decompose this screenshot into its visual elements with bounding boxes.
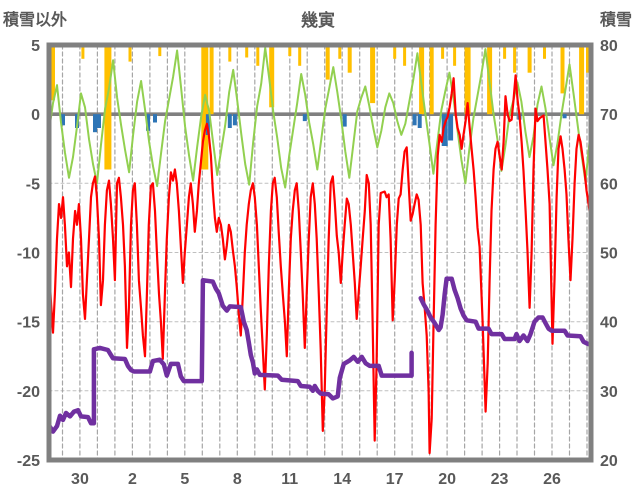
sunshine-bar [256, 45, 260, 66]
x-axis-tick-label: 11 [281, 471, 298, 488]
precip-bar [97, 114, 101, 128]
right-axis-tick-label: 80 [600, 38, 618, 55]
x-axis-tick-label: 5 [180, 471, 189, 488]
x-axis-tick-label: 2 [128, 471, 137, 488]
sunshine-bar [51, 45, 55, 101]
right-axis-tick-label: 40 [600, 315, 618, 332]
x-axis-tick-label: 14 [333, 471, 351, 488]
sunshine-bar [158, 45, 162, 57]
x-axis-tick-label: 30 [71, 471, 89, 488]
sunshine-bar [228, 45, 232, 62]
left-axis-tick-label: -15 [17, 315, 40, 332]
x-axis-tick-label: 20 [438, 471, 456, 488]
sunshine-bar [370, 45, 376, 104]
sunshine-bar [201, 45, 209, 170]
sunshine-bar [579, 45, 585, 115]
sunshine-bar [464, 45, 471, 115]
chart-title: 幾寅 [301, 11, 335, 30]
left-axis-title: 積雪以外 [3, 12, 68, 29]
snow-depth-line-seg2 [418, 276, 592, 347]
sunshine-bar [513, 45, 517, 73]
left-axis-tick-label: -5 [26, 176, 40, 193]
sunshine-bar [527, 45, 532, 73]
x-axis-tick-label: 23 [491, 471, 509, 488]
sunshine-bar [347, 45, 352, 73]
right-axis-tick-label: 30 [600, 384, 618, 401]
sunshine-bar [429, 45, 434, 115]
sunshine-bar [560, 45, 565, 94]
sunshine-bar [298, 45, 302, 66]
left-axis-tick-label: -20 [17, 384, 40, 401]
left-axis-tick-label: -10 [17, 246, 40, 263]
sunshine-bar [104, 45, 112, 170]
sunshine-bar [441, 45, 445, 59]
precip-bar [302, 114, 307, 122]
right-axis-tick-label: 60 [600, 176, 618, 193]
precip-bar [146, 114, 150, 131]
precip-bar [61, 114, 65, 126]
sunshine-bar [543, 45, 546, 59]
precip-bar [562, 114, 567, 119]
sunshine-bar [288, 45, 292, 57]
x-axis-tick-label: 17 [386, 471, 404, 488]
precip-bar [93, 114, 97, 133]
x-axis-tick-label: 26 [543, 471, 561, 488]
left-axis-tick-label: 5 [31, 38, 40, 55]
x-axis-tick-label: 8 [233, 471, 242, 488]
sunshine-bar [403, 45, 407, 66]
red-temperature-line [48, 74, 592, 455]
precip-bar [232, 114, 237, 126]
sunshine-bar [453, 45, 457, 66]
precip-bar [417, 114, 422, 128]
sunshine-bar [338, 45, 342, 59]
left-axis-tick-label: -25 [17, 453, 40, 470]
plot-border [46, 42, 594, 463]
sunshine-bar [209, 45, 214, 115]
precip-bar [227, 114, 232, 128]
snow-depth-line-seg1 [48, 277, 414, 434]
right-axis-tick-label: 70 [600, 107, 618, 124]
precip-bar [412, 114, 417, 126]
sunshine-bar [393, 45, 397, 59]
sunshine-bar [325, 45, 330, 80]
precip-bar [441, 114, 448, 146]
sunshine-bar [586, 45, 589, 73]
right-axis-tick-label: 20 [600, 453, 618, 470]
precip-bar [448, 114, 454, 141]
sunshine-bar [245, 45, 249, 58]
sunshine-bar [81, 45, 85, 59]
left-axis-tick-label: 0 [31, 107, 40, 124]
sunshine-bar [503, 45, 507, 59]
right-axis-title: 積雪 [599, 12, 632, 29]
right-axis-tick-label: 50 [600, 246, 618, 263]
sunshine-bar [269, 45, 275, 108]
sunshine-bar [128, 45, 132, 62]
precip-bar [153, 114, 157, 123]
precip-bar [342, 114, 347, 127]
